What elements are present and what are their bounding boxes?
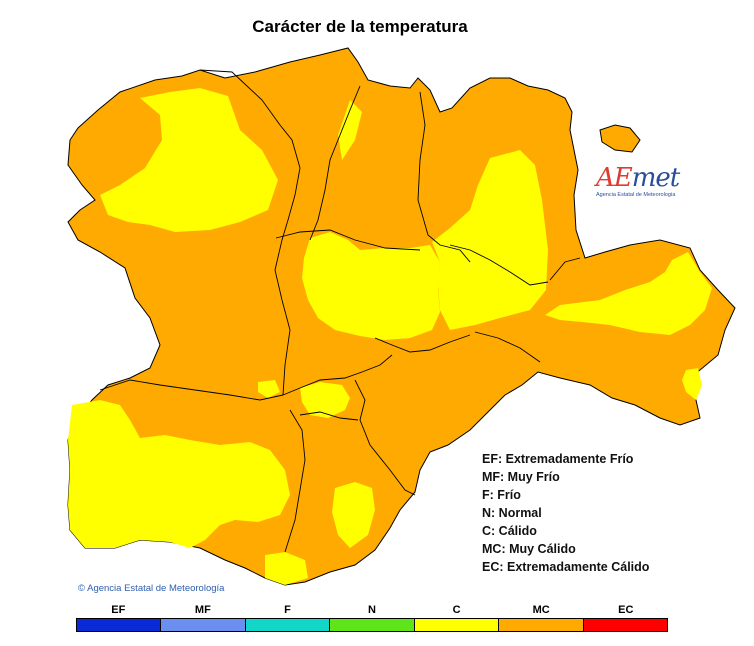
warm-areas (68, 88, 712, 585)
scale-label: EF (111, 604, 126, 616)
scale-label: C (452, 604, 461, 616)
scale-bar (76, 618, 668, 632)
color-scale: EF MF F N C MC EC (76, 604, 668, 632)
scale-label: MF (194, 604, 211, 616)
scale-label: MC (532, 604, 550, 616)
scale-swatch (161, 619, 246, 631)
scale-swatch (330, 619, 415, 631)
legend-item: EC: Extremadamente Cálido (482, 560, 650, 574)
map-title: Carácter de la temperatura (252, 17, 468, 36)
legend-item: MF: Muy Frío (482, 470, 560, 484)
scale-label: F (284, 604, 291, 616)
legend-item: N: Normal (482, 506, 542, 520)
scale-swatch (583, 619, 667, 631)
scale-label: N (368, 604, 376, 616)
scale-swatch (77, 619, 162, 631)
legend-item: MC: Muy Cálido (482, 542, 576, 556)
legend: EF: Extremadamente Frío MF: Muy Frío F: … (482, 450, 649, 576)
scale-swatch (245, 619, 331, 631)
copyright-notice: © Agencia Estatal de Meteorología (78, 583, 224, 594)
logo-subtitle: Agencia Estatal de Meteorología (596, 192, 676, 198)
copyright-text: Agencia Estatal de Meteorología (87, 583, 225, 594)
scale-swatch (414, 619, 500, 631)
legend-item: C: Cálido (482, 524, 537, 538)
copyright-icon: © (78, 583, 85, 594)
scale-swatch (499, 619, 584, 631)
legend-item: F: Frío (482, 488, 521, 502)
islet-outline (599, 124, 641, 153)
logo-wordmark: AEmet (596, 163, 680, 193)
aemet-logo: AEmet Agencia Estatal de Meteorología (596, 164, 686, 198)
scale-labels: EF MF F N C MC EC (76, 604, 668, 618)
province-boundaries (99, 69, 581, 553)
scale-label: EC (618, 604, 634, 616)
legend-item: EF: Extremadamente Frío (482, 452, 634, 466)
